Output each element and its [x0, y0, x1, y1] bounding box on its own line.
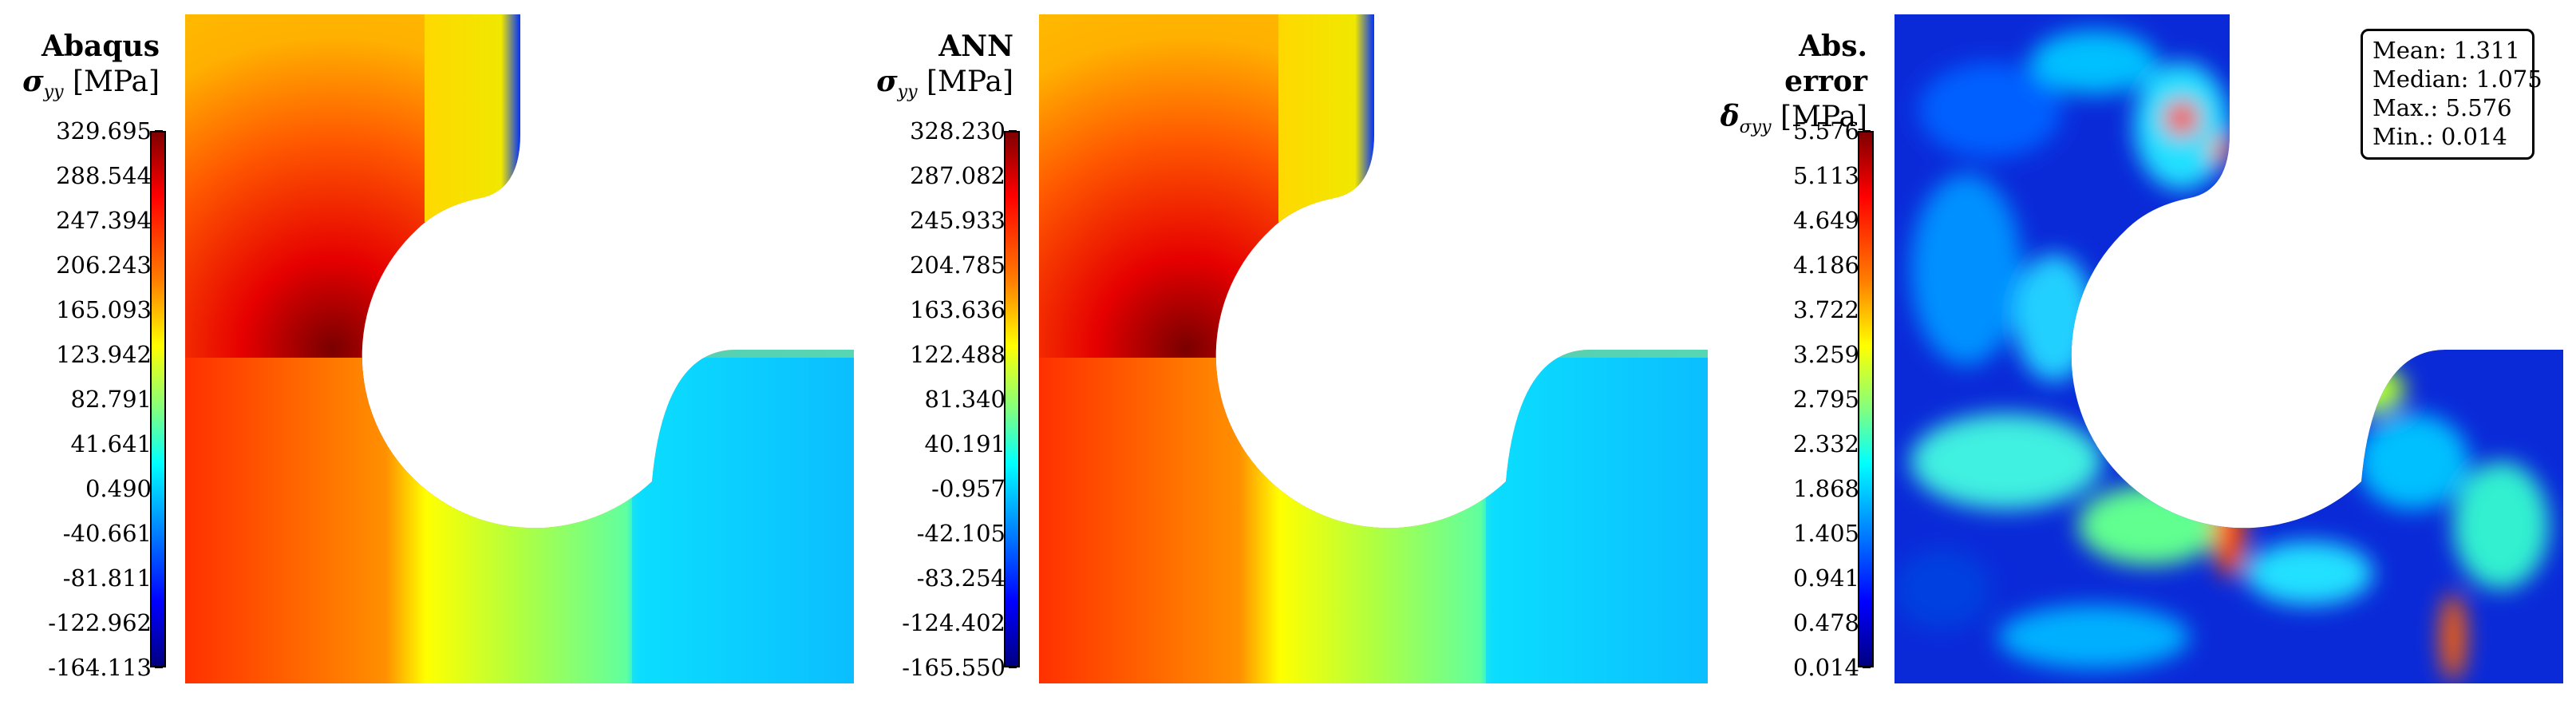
stress-field-abaqus [185, 14, 854, 683]
colorbar-tick: 0.490 [85, 475, 164, 502]
colorbar-tick: 2.332 [1792, 430, 1871, 457]
colorbar-tick: 4.186 [1792, 251, 1871, 279]
stat-min: Min.: 0.014 [2373, 123, 2507, 150]
stat-mean: Mean: 1.311 [2373, 37, 2520, 64]
error-field [1894, 14, 2563, 683]
colorbar-tick: -42.105 [916, 520, 1017, 547]
colorbar-tick: -165.550 [902, 654, 1017, 681]
colorbar-ticks: 5.576 5.113 4.649 4.186 3.722 3.259 2.79… [1716, 119, 1871, 679]
colorbar-tick: 329.695 [56, 117, 163, 145]
colorbar-tick: -0.957 [931, 475, 1017, 502]
abaqus-title-block: Abaqus σyy [MPa] [8, 29, 160, 110]
panel-title: Abs. error [1784, 30, 1867, 98]
stress-field-ann [1039, 14, 1708, 683]
error-title-block: Abs. error δσyy [MPa] [1708, 29, 1867, 145]
colorbar-tick: 40.191 [924, 430, 1017, 457]
colorbar-tick: -124.402 [902, 609, 1017, 636]
error-panel: Abs. error δσyy [MPa] 5.576 5.113 4.649 … [1708, 0, 2576, 701]
colorbar-tick: -122.962 [48, 609, 163, 636]
colorbar-tick: 165.093 [56, 295, 163, 323]
colorbar-tick: 5.113 [1792, 161, 1871, 189]
colorbar-tick: 288.544 [56, 161, 163, 189]
colorbar [150, 131, 166, 667]
colorbar-tick: 122.488 [910, 341, 1017, 368]
colorbar [1858, 131, 1874, 667]
colorbar [1004, 131, 1020, 667]
quantity-label: δσyy [MPa] [1720, 100, 1867, 138]
colorbar-tick: 2.795 [1792, 386, 1871, 413]
colorbar-tick: 245.933 [910, 207, 1017, 234]
colorbar-tick: 82.791 [70, 386, 164, 413]
colorbar-tick: -164.113 [48, 654, 163, 681]
ann-title-block: ANN σyy [MPa] [862, 29, 1013, 110]
quantity-label: σyy [MPa] [876, 65, 1013, 103]
colorbar-ticks: 328.230 287.082 245.933 204.785 163.636 … [862, 119, 1017, 679]
colorbar-tick: 0.014 [1792, 654, 1871, 681]
abaqus-panel: Abaqus σyy [MPa] 329.695 288.544 247.394… [0, 0, 854, 701]
colorbar-tick: 5.576 [1792, 117, 1871, 145]
colorbar-tick: 206.243 [56, 251, 163, 279]
colorbar-tick: 81.340 [924, 386, 1017, 413]
colorbar-tick: 204.785 [910, 251, 1017, 279]
colorbar-tick: 41.641 [70, 430, 164, 457]
colorbar-tick: 1.868 [1792, 475, 1871, 502]
colorbar-tick: -83.254 [916, 564, 1017, 592]
panel-title: Abaqus [41, 30, 160, 63]
colorbar-tick: 3.722 [1792, 295, 1871, 323]
colorbar-tick: 0.941 [1792, 564, 1871, 592]
colorbar-tick: 123.942 [56, 341, 163, 368]
colorbar-tick: 163.636 [910, 295, 1017, 323]
quantity-label: σyy [MPa] [22, 65, 160, 103]
colorbar-tick: 1.405 [1792, 520, 1871, 547]
panel-title: ANN [938, 30, 1013, 63]
colorbar-tick: -81.811 [62, 564, 164, 592]
colorbar-tick: 328.230 [910, 117, 1017, 145]
ann-panel: ANN σyy [MPa] 328.230 287.082 245.933 20… [854, 0, 1708, 701]
colorbar-tick: 287.082 [910, 161, 1017, 189]
statistics-box: Mean: 1.311 Median: 1.075 Max.: 5.576 Mi… [2361, 29, 2542, 160]
stat-max: Max.: 5.576 [2373, 94, 2512, 121]
stat-median: Median: 1.075 [2373, 65, 2542, 93]
colorbar-tick: 3.259 [1792, 341, 1871, 368]
colorbar-tick: 247.394 [56, 207, 163, 234]
colorbar-tick: 4.649 [1792, 207, 1871, 234]
colorbar-ticks: 329.695 288.544 247.394 206.243 165.093 … [8, 119, 164, 679]
colorbar-tick: 0.478 [1792, 609, 1871, 636]
colorbar-tick: -40.661 [62, 520, 164, 547]
